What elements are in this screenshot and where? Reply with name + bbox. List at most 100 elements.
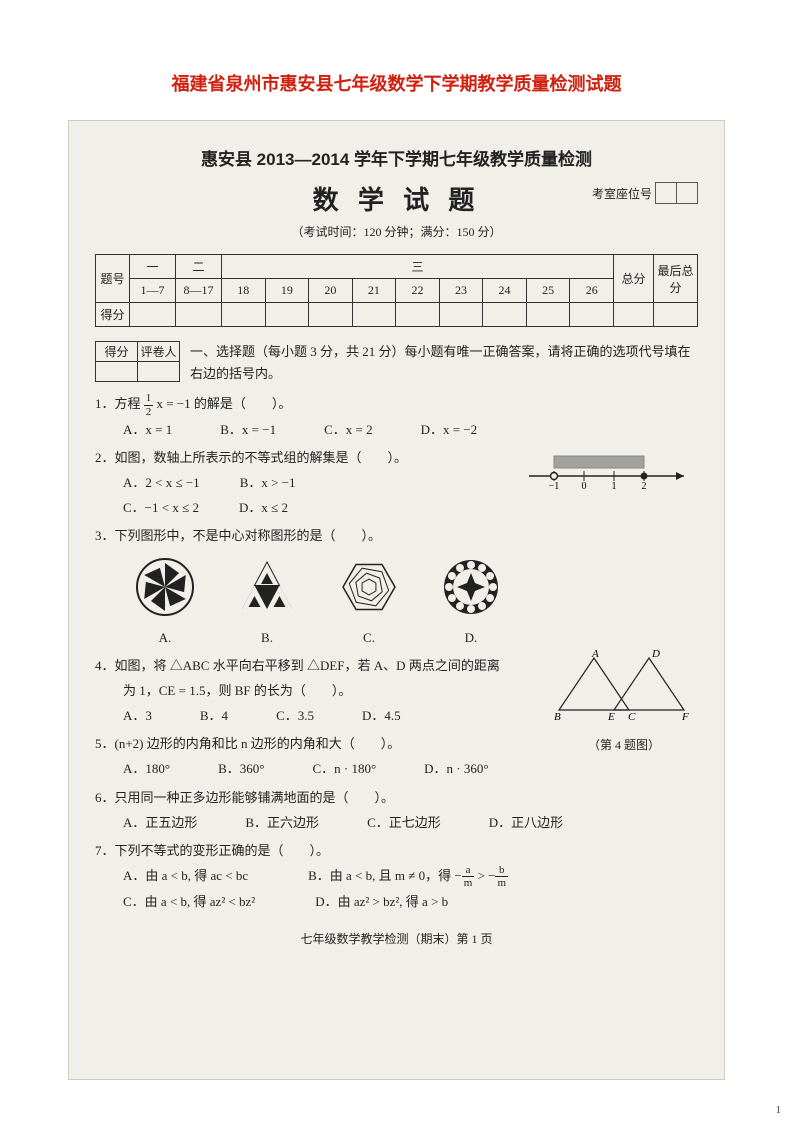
score-cell[interactable] [309,303,353,327]
svg-text:D: D [651,648,660,660]
q2-opt-c[interactable]: C．−1 < x ≤ 2 [123,496,199,521]
q7-opt-c[interactable]: C．由 a < b, 得 az² < bz² [123,890,255,915]
hexagon-spiral-icon [339,557,399,617]
svg-text:F: F [681,711,689,723]
th-sec3: 三 [222,255,614,279]
q1-opt-b[interactable]: B．x = −1 [220,418,276,443]
question-1: 1．方程 12 x = −1 的解是（ ）。 A．x = 1 B．x = −1 … [95,392,698,442]
q1-opt-d[interactable]: D．x = −2 [421,418,478,443]
seat-box[interactable] [655,182,677,204]
score-cell[interactable] [222,303,266,327]
q5-opt-a[interactable]: A．180° [123,757,170,782]
q6-opt-c[interactable]: C．正七边形 [367,811,441,836]
score-cell[interactable] [526,303,570,327]
score-cell[interactable] [614,303,654,327]
q3-stem: 3．下列图形中，不是中心对称图形的是（ ）。 [95,528,381,543]
th-sec2: 二 [176,255,222,279]
col-20: 20 [309,279,353,303]
q2-opt-d[interactable]: D．x ≤ 2 [239,496,288,521]
question-4: 4．如图，将 △ABC 水平向右平移到 △DEF，若 A、D 两点之间的距离 为… [95,654,698,728]
q4-stem-line1: 4．如图，将 △ABC 水平向右平移到 △DEF，若 A、D 两点之间的距离 [95,654,548,679]
th-final: 最后总分 [654,255,698,303]
th-qno: 题号 [96,255,130,303]
q4-opt-d[interactable]: D．4.5 [362,704,401,729]
col-21: 21 [352,279,396,303]
q6-stem: 6．只用同一种正多边形能够铺满地面的是（ ）。 [95,790,394,805]
q5-stem: 5．(n+2) 边形的内角和比 n 边形的内角和大（ ）。 [95,736,400,751]
score-cell[interactable] [352,303,396,327]
col-19: 19 [265,279,309,303]
svg-text:0: 0 [582,481,587,490]
q6-opt-d[interactable]: D．正八边形 [489,811,563,836]
q2-opt-b[interactable]: B．x > −1 [240,471,296,496]
th-score: 得分 [96,342,138,362]
document-title: 福建省泉州市惠安县七年级数学下学期教学质量检测试题 [68,70,725,96]
seat-number-block: 考室座位号 [592,182,698,204]
q2-stem: 2．如图，数轴上所表示的不等式组的解集是（ ）。 [95,450,407,465]
q7-opt-d[interactable]: D．由 az² > bz², 得 a > b [315,890,448,915]
col-23: 23 [439,279,483,303]
q7-opt-a[interactable]: A．由 a < b, 得 ac < bc [123,864,248,890]
q4-opt-c[interactable]: C．3.5 [276,704,314,729]
svg-text:C: C [628,711,636,723]
col-18: 18 [222,279,266,303]
q3-opt-a[interactable]: A. [135,626,195,651]
col-22: 22 [396,279,440,303]
exam-header: 惠安县 2013—2014 学年下学期七年级教学质量检测 [95,145,698,170]
question-5: 5．(n+2) 边形的内角和比 n 边形的内角和大（ ）。 A．180° B．3… [95,732,698,781]
th-total: 总分 [614,255,654,303]
th-sec1: 一 [130,255,176,279]
svg-text:E: E [607,711,615,723]
grader-cell[interactable] [138,362,180,382]
fraction-icon: 12 [144,392,154,417]
pinwheel-icon [135,557,195,617]
q3-opt-d[interactable]: D. [441,626,501,651]
score-cell[interactable] [396,303,440,327]
q7-opt-b[interactable]: B．由 a < b, 且 m ≠ 0，得 −am > −bm [308,864,508,890]
grader-table: 得分 评卷人 [95,341,180,382]
svg-text:B: B [554,711,561,723]
triforce-icon [237,557,297,617]
seat-box[interactable] [676,182,698,204]
score-cell[interactable] [130,303,176,327]
col-26: 26 [570,279,614,303]
page-footer: 七年级数学教学检测（期末）第 1 页 [95,930,698,947]
svg-text:A: A [591,648,599,660]
exam-info: （考试时间：120 分钟；满分：150 分） [95,223,698,240]
score-cell[interactable] [654,303,698,327]
q1-opt-a[interactable]: A．x = 1 [123,418,172,443]
q4-opt-b[interactable]: B．4 [200,704,228,729]
q6-opt-b[interactable]: B．正六边形 [245,811,319,836]
exam-page-scan: 惠安县 2013—2014 学年下学期七年级教学质量检测 数 学 试 题 考室座… [68,120,725,1080]
score-table: 题号 一 二 三 总分 最后总分 1—7 8—17 18 19 20 21 22… [95,254,698,327]
col-24: 24 [483,279,527,303]
q5-opt-d[interactable]: D．n · 360° [424,757,488,782]
page-number: 1 [776,1104,782,1116]
q5-opt-b[interactable]: B．360° [218,757,264,782]
q2-opt-a[interactable]: A．2 < x ≤ −1 [123,471,200,496]
triangle-translation-icon: A B C D E F [554,648,694,726]
svg-text:−1: −1 [549,481,560,490]
q3-opt-c[interactable]: C. [339,626,399,651]
q3-opt-b[interactable]: B. [237,626,297,651]
question-2: 2．如图，数轴上所表示的不等式组的解集是（ ）。 −1 0 1 2 A．2 < … [95,446,698,520]
subject-title: 数 学 试 题 [313,180,481,217]
score-cell[interactable] [439,303,483,327]
svg-text:1: 1 [612,481,617,490]
svg-text:2: 2 [642,481,647,490]
q5-opt-c[interactable]: C．n · 180° [312,757,376,782]
q1-opt-c[interactable]: C．x = 2 [324,418,373,443]
score-cell[interactable] [483,303,527,327]
question-3: 3．下列图形中，不是中心对称图形的是（ ）。 A. [95,524,698,650]
section-1-instructions: 一、选择题（每小题 3 分，共 21 分）每小题有唯一正确答案，请将正确的选项代… [95,341,698,385]
score-cell[interactable] [570,303,614,327]
th-grader: 评卷人 [138,342,180,362]
score-cell[interactable] [96,362,138,382]
q6-opt-a[interactable]: A．正五边形 [123,811,197,836]
score-cell[interactable] [265,303,309,327]
ring-pattern-icon [441,557,501,617]
score-cell[interactable] [176,303,222,327]
q4-opt-a[interactable]: A．3 [123,704,152,729]
number-line-icon: −1 0 1 2 [524,446,694,490]
q1-stem-suffix: x = −1 的解是（ ）。 [157,396,292,411]
